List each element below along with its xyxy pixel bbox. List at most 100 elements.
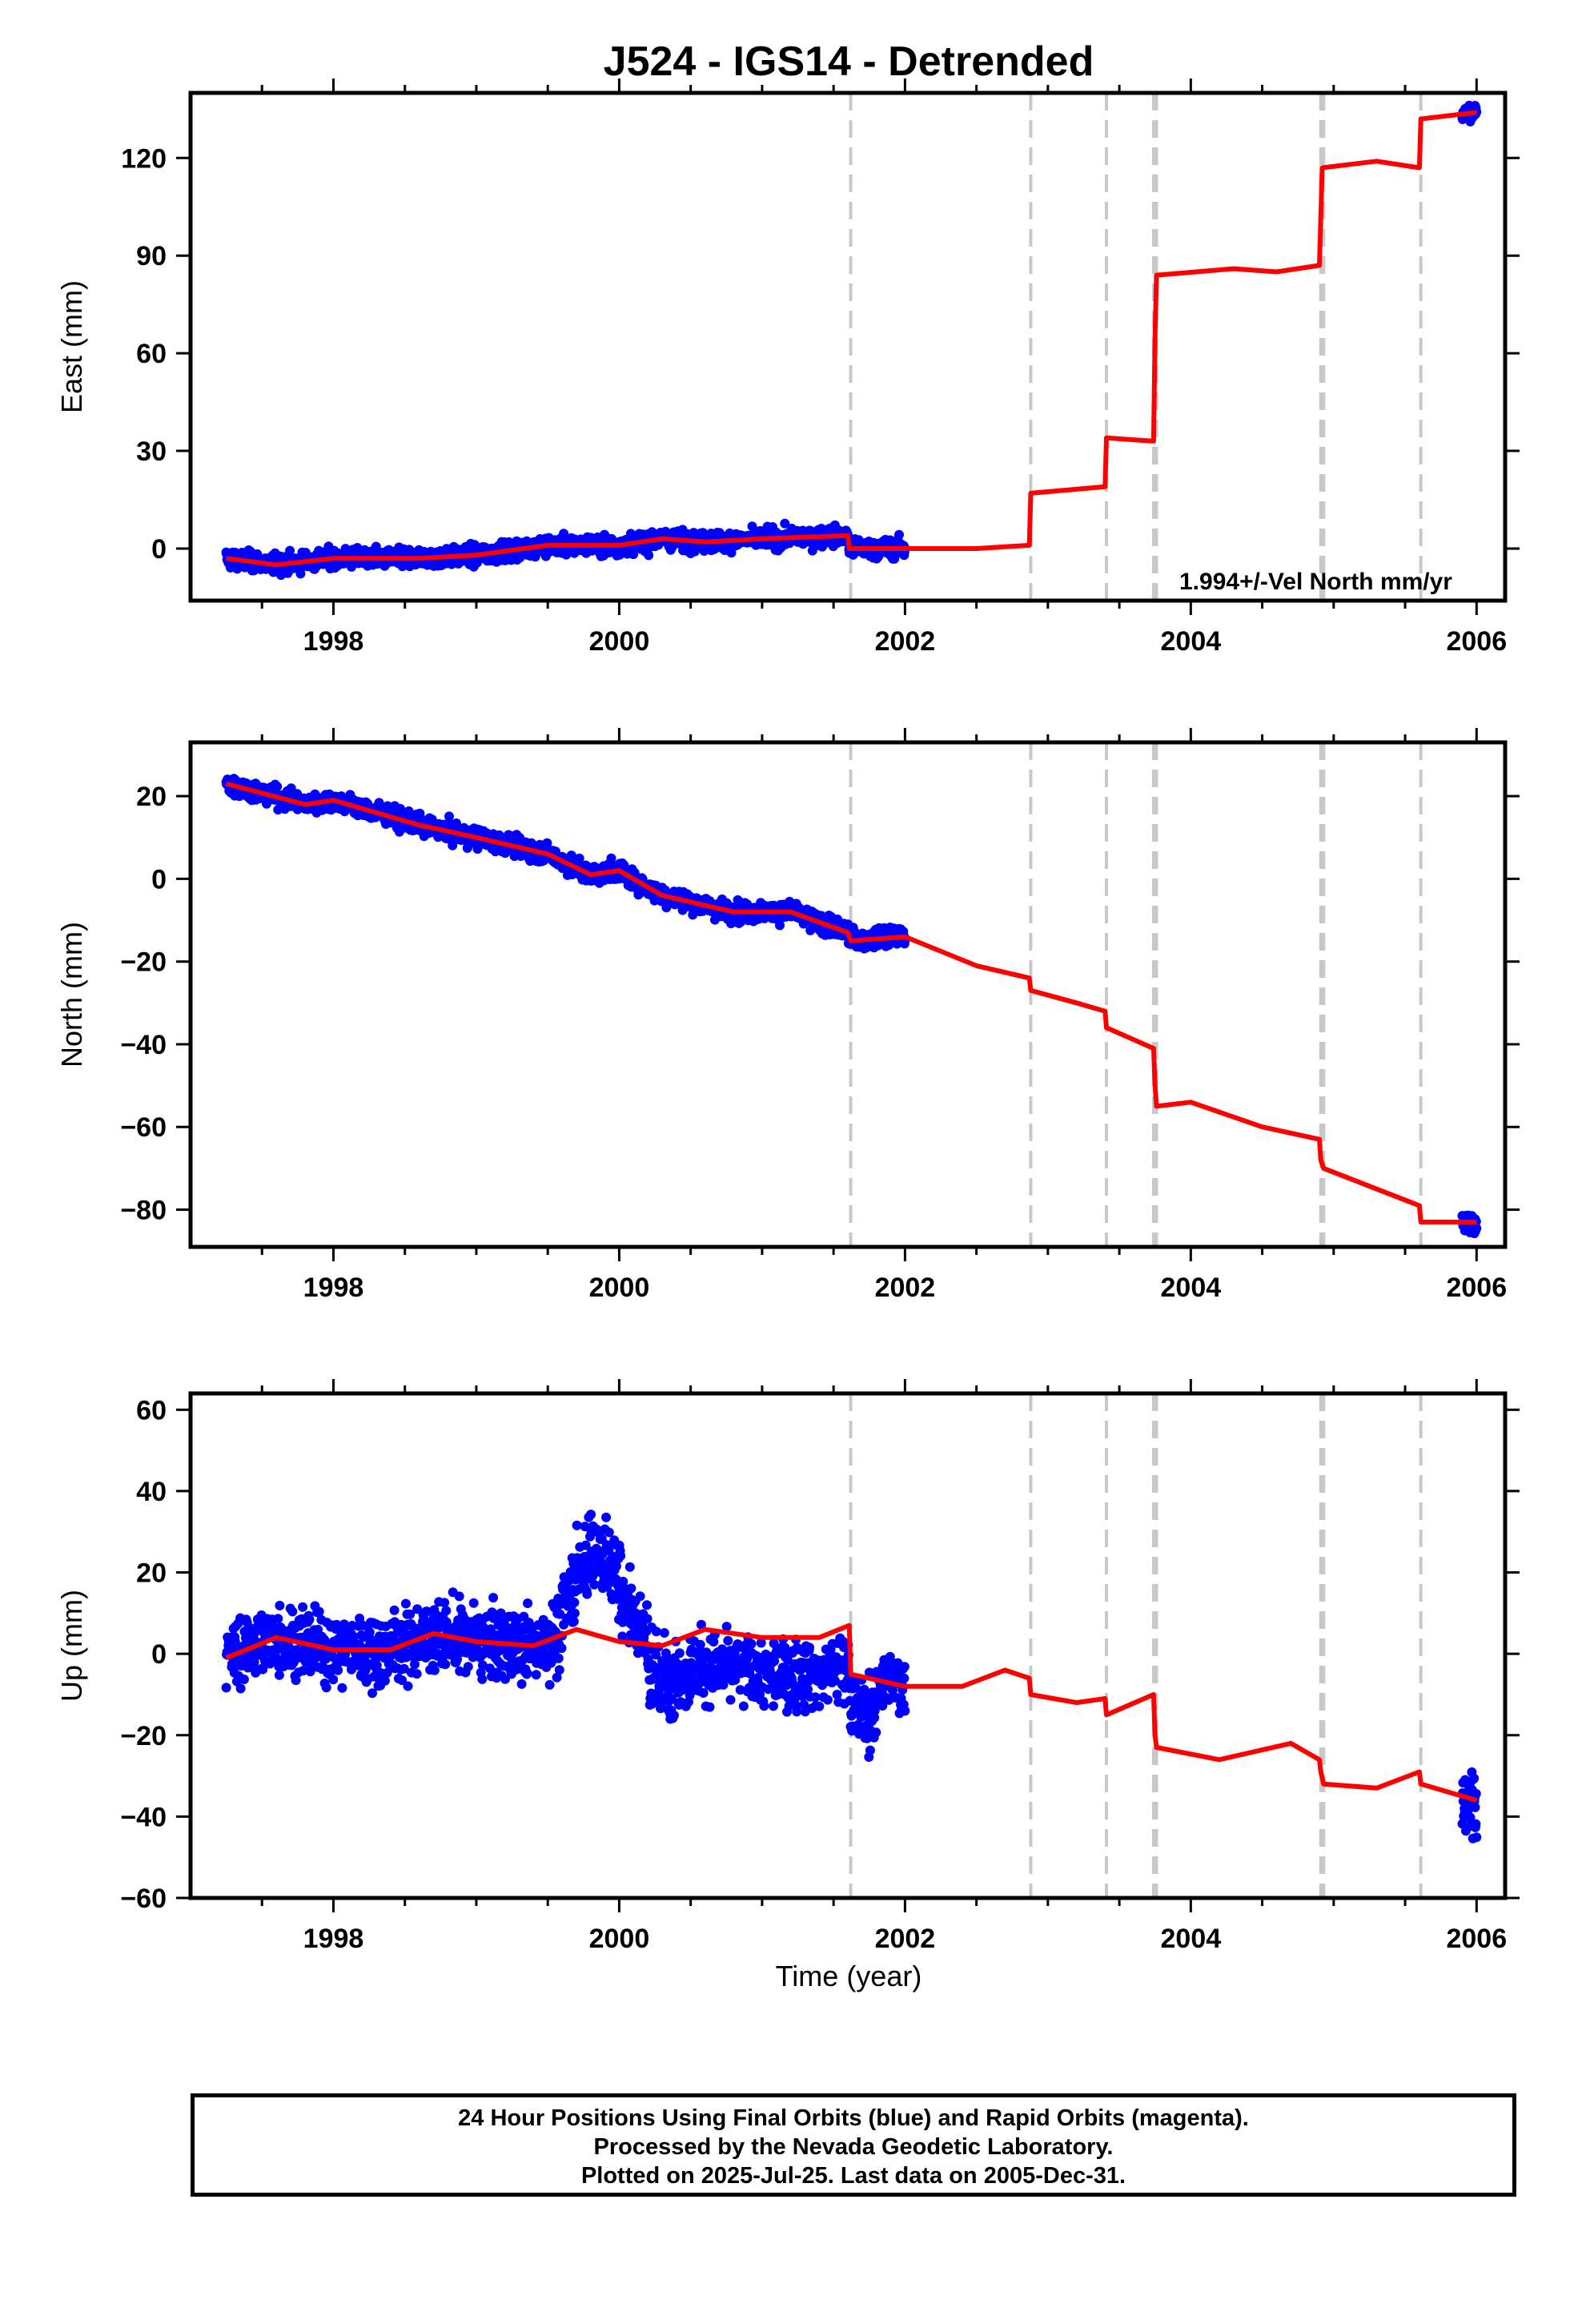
y-tick-label: 30 [136, 436, 167, 467]
data-point [810, 1692, 821, 1703]
panel-frame [188, 90, 1508, 603]
data-point [337, 1683, 347, 1693]
data-point [397, 1675, 408, 1686]
data-point [429, 1665, 440, 1675]
data-point [522, 1668, 532, 1679]
data-point [374, 798, 384, 808]
data-point [669, 1711, 679, 1720]
data-point [349, 1631, 359, 1642]
data-point [572, 1520, 582, 1530]
data-point [287, 1606, 298, 1617]
y-axis-label: East (mm) [55, 280, 88, 413]
data-point [400, 1598, 411, 1609]
data-point [454, 1591, 464, 1602]
data-point [586, 1510, 596, 1520]
data-point [705, 1702, 715, 1712]
data-point [477, 1674, 488, 1684]
y-tick-label: −60 [120, 1112, 167, 1143]
panel-frame [188, 740, 1508, 1249]
y-tick-label: 20 [136, 782, 167, 812]
data-point [807, 545, 817, 556]
data-point [642, 1600, 652, 1610]
data-point [877, 1701, 888, 1711]
data-point [626, 1583, 636, 1594]
data-point [589, 1579, 600, 1590]
data-point [399, 1663, 409, 1674]
data-point [582, 1589, 592, 1599]
model-fit-line [225, 781, 1477, 1224]
data-point [696, 1619, 706, 1630]
data-point [611, 1561, 621, 1571]
data-point [784, 1701, 794, 1711]
north-panel: 1998 2000 2002 2004 2006−80−60−40−20020North… [55, 728, 1520, 1303]
data-point [333, 1665, 343, 1675]
data-point [735, 1685, 745, 1695]
data-point [221, 1683, 231, 1693]
data-point [488, 1593, 499, 1602]
data-point [251, 1667, 261, 1678]
data-point [822, 1695, 833, 1705]
data-point [298, 1602, 308, 1612]
x-tick-label: 1998 [303, 1273, 364, 1303]
data-point [314, 1606, 324, 1617]
data-point [516, 1679, 527, 1689]
data-point [291, 1675, 301, 1686]
data-point [568, 1616, 579, 1626]
data-point [792, 1707, 802, 1717]
data-point [659, 1628, 669, 1638]
data-point [651, 1650, 661, 1660]
data-point [258, 1664, 268, 1675]
x-tick-label: 2004 [1161, 626, 1222, 657]
data-point [328, 1675, 339, 1685]
data-point [803, 1684, 813, 1695]
data-point [642, 1614, 652, 1624]
data-point [814, 1701, 825, 1711]
x-tick-label: 2002 [875, 626, 936, 657]
data-point [405, 1609, 416, 1619]
data-point [389, 1605, 400, 1615]
data-point [496, 1608, 506, 1618]
data-point [440, 1598, 450, 1608]
data-point [272, 782, 283, 792]
y-tick-label: 0 [151, 534, 167, 565]
data-points [221, 1510, 1482, 1844]
data-point [709, 1637, 719, 1647]
data-point [403, 1681, 413, 1691]
data-points [221, 774, 1482, 1239]
data-point [580, 1522, 590, 1532]
data-point [695, 1639, 705, 1650]
data-point [617, 1631, 628, 1642]
data-point [544, 1679, 555, 1690]
data-point [759, 1701, 769, 1711]
data-point [1472, 1223, 1482, 1233]
y-tick-label: −80 [120, 1196, 167, 1226]
data-point [477, 1660, 488, 1671]
data-point [769, 1701, 778, 1711]
data-point [298, 1666, 308, 1676]
data-point [580, 1540, 591, 1550]
data-point [721, 1622, 732, 1632]
data-point [321, 1654, 331, 1664]
data-point [628, 549, 639, 560]
data-point [746, 1638, 757, 1649]
data-point [604, 1527, 614, 1538]
data-point [274, 1670, 284, 1680]
data-point [321, 1683, 331, 1693]
data-point [569, 1608, 580, 1618]
y-tick-label: 0 [151, 864, 167, 895]
x-tick-label: 2004 [1161, 1273, 1222, 1303]
x-tick-label: 2006 [1446, 626, 1507, 657]
data-point [552, 1672, 562, 1683]
y-axis-label: North (mm) [55, 922, 88, 1068]
figure-title: J524 - IGS14 - Detrended [604, 38, 1094, 85]
data-point [371, 1660, 382, 1671]
data-point [410, 1659, 420, 1670]
data-point [829, 1675, 840, 1686]
y-tick-label: 120 [121, 143, 167, 174]
data-point [304, 1614, 315, 1625]
data-point [783, 1655, 793, 1665]
data-point [723, 1635, 733, 1646]
data-point [307, 1634, 318, 1645]
data-point [725, 1695, 736, 1705]
